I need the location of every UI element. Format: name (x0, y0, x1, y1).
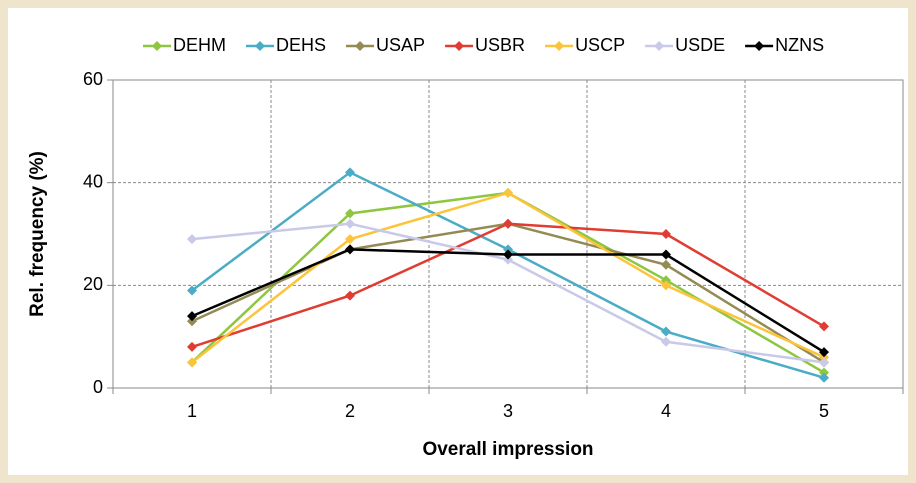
legend-label: USDE (675, 35, 725, 55)
legend-marker (554, 41, 565, 51)
point (187, 316, 197, 327)
point (187, 341, 197, 352)
point (345, 290, 355, 301)
point (345, 234, 355, 245)
y-tick-label: 60 (83, 69, 103, 89)
point (661, 229, 671, 239)
point (187, 357, 197, 368)
legend-label: NZNS (775, 35, 824, 55)
y-tick-label: 40 (83, 171, 103, 191)
x-tick-label: 4 (661, 401, 671, 421)
point (187, 285, 197, 296)
x-tick-label: 5 (819, 401, 829, 421)
point (819, 367, 829, 378)
legend-label: DEHM (173, 35, 226, 55)
y-tick-label: 0 (93, 377, 103, 397)
legend-label: USAP (376, 35, 425, 55)
point (187, 234, 197, 245)
x-tick-label: 1 (187, 401, 197, 421)
point (661, 249, 671, 260)
point (503, 254, 513, 265)
legend-label: USCP (575, 35, 625, 55)
point (345, 167, 355, 178)
point (819, 347, 829, 358)
point (661, 259, 671, 270)
x-axis-label: Overall impression (422, 439, 593, 460)
point (819, 372, 829, 383)
point (661, 326, 671, 337)
point (819, 352, 829, 363)
point (187, 311, 197, 322)
y-tick-label: 20 (83, 274, 103, 294)
point (819, 357, 829, 368)
y-axis-label: Rel. frequency (%) (27, 151, 48, 317)
legend-marker (255, 41, 265, 51)
point (345, 218, 355, 229)
legend-marker (454, 41, 465, 51)
point (503, 249, 513, 260)
point (503, 244, 513, 255)
legend-label: USBR (475, 35, 525, 55)
x-tick-label: 2 (345, 401, 355, 421)
point (503, 218, 513, 229)
point (345, 244, 355, 255)
panel (8, 8, 908, 475)
point (503, 187, 513, 198)
x-tick-label: 3 (503, 401, 513, 421)
legend-marker (355, 41, 366, 51)
point (661, 336, 671, 347)
point (661, 280, 671, 291)
legend-marker (654, 41, 665, 51)
legend-marker (754, 41, 765, 51)
legend-label: DEHS (276, 35, 326, 55)
point (819, 321, 829, 332)
point (345, 208, 355, 219)
legend-marker (152, 41, 162, 51)
